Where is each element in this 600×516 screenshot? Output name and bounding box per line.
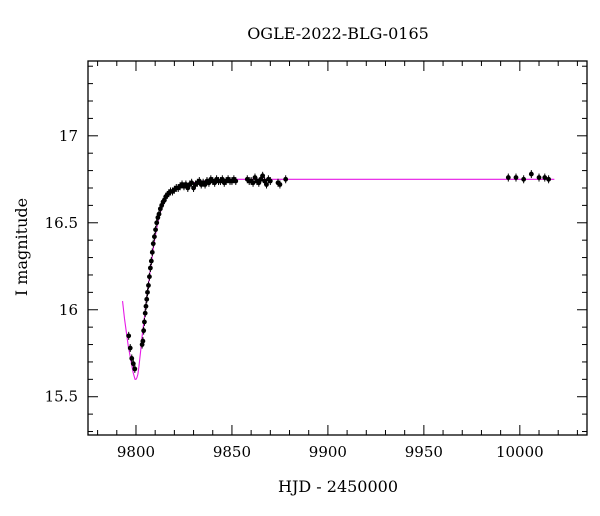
data-point <box>126 331 132 340</box>
data-point <box>267 177 273 186</box>
data-point-marker <box>146 283 151 288</box>
data-point <box>542 173 548 182</box>
data-point <box>250 178 256 187</box>
data-point <box>505 173 511 182</box>
data-point <box>148 257 154 266</box>
data-point <box>264 180 269 189</box>
axis-ticks <box>88 61 587 435</box>
data-point <box>144 295 150 304</box>
data-point <box>156 210 162 219</box>
data-point-marker <box>132 366 138 372</box>
plot-area <box>87 60 588 436</box>
data-point-marker <box>127 345 133 351</box>
x-tick-label: 9950 <box>405 443 443 461</box>
data-point-marker <box>154 220 160 226</box>
y-axis-label: I magnitude <box>12 198 31 296</box>
data-point-marker <box>130 361 136 367</box>
data-point-marker <box>189 180 195 186</box>
data-point-marker <box>142 319 147 325</box>
model-curve <box>122 178 555 380</box>
data-point-marker <box>546 176 552 182</box>
data-point-marker <box>143 303 149 309</box>
data-point <box>142 309 148 318</box>
data-point-marker <box>264 182 269 187</box>
data-point-marker <box>542 175 548 180</box>
data-point <box>140 337 146 346</box>
data-point-marker <box>505 175 511 180</box>
data-point <box>143 302 149 311</box>
data-point-marker <box>129 356 135 361</box>
y-tick-label: 17 <box>59 127 78 145</box>
data-point <box>147 264 153 273</box>
data-point-marker <box>153 227 158 233</box>
data-point <box>129 354 135 363</box>
data-point <box>536 173 542 182</box>
data-point <box>513 173 519 182</box>
data-point-marker <box>126 333 132 339</box>
data-point-marker <box>152 234 157 240</box>
data-point-marker <box>267 178 273 184</box>
data-point <box>132 364 138 373</box>
y-tick-label: 16.5 <box>45 214 78 232</box>
data-point <box>142 317 147 326</box>
data-point-marker <box>513 175 519 180</box>
data-point <box>141 326 147 335</box>
data-point <box>283 175 289 184</box>
data-point <box>521 175 527 184</box>
data-point-marker <box>233 178 239 184</box>
data-point <box>189 178 195 187</box>
data-point <box>528 170 534 179</box>
chart-title: OGLE-2022-BLG-0165 <box>247 24 429 43</box>
data-point-marker <box>260 173 266 179</box>
data-point-marker <box>145 289 150 295</box>
data-point-marker <box>141 328 147 334</box>
data-point-marker <box>150 241 156 247</box>
data-point-marker <box>140 338 146 344</box>
data-point-marker <box>250 180 256 186</box>
data-point <box>153 225 158 234</box>
data-point <box>152 232 157 241</box>
plot-frame <box>87 60 588 436</box>
data-point <box>546 175 552 184</box>
data-point-marker <box>142 310 148 316</box>
axis-tick-labels: 9800 9850 9900 9950 10000 15.5 16 16.5 17 <box>45 127 544 461</box>
data-point <box>145 288 150 297</box>
x-tick-label: 9900 <box>309 443 347 461</box>
data-point <box>277 180 283 189</box>
data-point-marker <box>521 176 527 182</box>
data-point <box>130 359 136 368</box>
data-point <box>150 239 156 248</box>
data-point-marker <box>528 171 534 177</box>
data-point <box>260 171 266 180</box>
x-axis-label: HJD - 2450000 <box>278 477 398 496</box>
x-tick-label: 9850 <box>213 443 251 461</box>
y-tick-label: 15.5 <box>45 388 78 406</box>
y-tick-label: 16 <box>59 301 78 319</box>
data-point-marker <box>283 176 289 182</box>
data-point <box>149 248 155 257</box>
data-point <box>146 281 151 290</box>
data-point-marker <box>156 211 162 217</box>
data-point-marker <box>149 249 155 255</box>
data-point-marker <box>144 296 150 302</box>
data-point <box>154 218 160 227</box>
data-point-marker <box>147 274 152 280</box>
data-point-marker <box>147 265 153 271</box>
x-tick-label: 10000 <box>496 443 544 461</box>
data-point <box>127 344 133 353</box>
data-point-marker <box>277 182 283 187</box>
data-point-marker <box>536 175 542 180</box>
data-point <box>233 177 239 186</box>
x-tick-label: 9800 <box>117 443 155 461</box>
data-point <box>147 272 152 281</box>
data-point-marker <box>148 258 154 264</box>
